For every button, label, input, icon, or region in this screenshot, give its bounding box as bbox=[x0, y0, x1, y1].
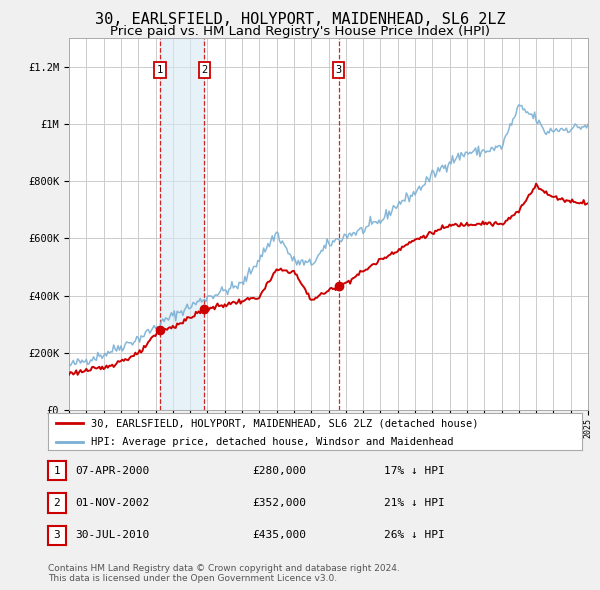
Bar bbox=[160, 38, 205, 410]
Text: 30-JUL-2010: 30-JUL-2010 bbox=[75, 530, 149, 540]
Text: 2: 2 bbox=[53, 498, 61, 508]
Text: HPI: Average price, detached house, Windsor and Maidenhead: HPI: Average price, detached house, Wind… bbox=[91, 437, 453, 447]
Text: 2: 2 bbox=[202, 65, 208, 75]
Text: Contains HM Land Registry data © Crown copyright and database right 2024.
This d: Contains HM Land Registry data © Crown c… bbox=[48, 563, 400, 583]
Text: 17% ↓ HPI: 17% ↓ HPI bbox=[384, 466, 445, 476]
Text: 01-NOV-2002: 01-NOV-2002 bbox=[75, 498, 149, 508]
Text: 1: 1 bbox=[157, 65, 163, 75]
Text: 3: 3 bbox=[53, 530, 61, 540]
Text: 07-APR-2000: 07-APR-2000 bbox=[75, 466, 149, 476]
Text: 3: 3 bbox=[335, 65, 341, 75]
Text: Price paid vs. HM Land Registry's House Price Index (HPI): Price paid vs. HM Land Registry's House … bbox=[110, 25, 490, 38]
Text: £352,000: £352,000 bbox=[252, 498, 306, 508]
Text: 30, EARLSFIELD, HOLYPORT, MAIDENHEAD, SL6 2LZ: 30, EARLSFIELD, HOLYPORT, MAIDENHEAD, SL… bbox=[95, 12, 505, 27]
Text: 26% ↓ HPI: 26% ↓ HPI bbox=[384, 530, 445, 540]
Text: 21% ↓ HPI: 21% ↓ HPI bbox=[384, 498, 445, 508]
Text: £280,000: £280,000 bbox=[252, 466, 306, 476]
Text: 30, EARLSFIELD, HOLYPORT, MAIDENHEAD, SL6 2LZ (detached house): 30, EARLSFIELD, HOLYPORT, MAIDENHEAD, SL… bbox=[91, 418, 478, 428]
Text: 1: 1 bbox=[53, 466, 61, 476]
Text: £435,000: £435,000 bbox=[252, 530, 306, 540]
